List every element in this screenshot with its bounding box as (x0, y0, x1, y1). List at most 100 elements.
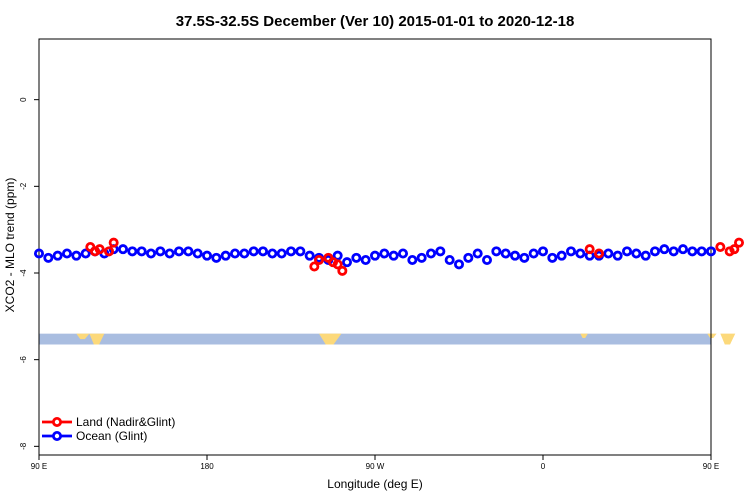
legend-marker (52, 430, 63, 441)
data-point (481, 254, 492, 265)
data-point (575, 248, 586, 259)
data-point (706, 246, 717, 257)
legend-label: Ocean (Glint) (76, 429, 147, 443)
x-tick-label: 90 E (703, 462, 719, 471)
data-point (155, 246, 166, 257)
data-point (425, 248, 436, 259)
series-ocean (34, 244, 717, 270)
data-point (650, 246, 661, 257)
data-point (631, 248, 642, 259)
land-patch (580, 333, 588, 338)
data-point (257, 246, 268, 257)
data-point (211, 252, 222, 263)
y-axis: 0 -2 -4 -6 -8 (19, 97, 39, 450)
data-point (62, 248, 73, 259)
data-point (229, 248, 240, 259)
series-land (85, 237, 745, 276)
ocean-band (39, 333, 711, 345)
data-point (118, 244, 129, 255)
land-patch (707, 333, 717, 338)
map-strip (39, 333, 736, 345)
land-patch (76, 333, 90, 340)
data-point (379, 248, 390, 259)
legend: Land (Nadir&Glint)Ocean (Glint) (42, 415, 175, 443)
y-axis-label: XCO2 - MLO trend (ppm) (3, 178, 17, 313)
data-point (173, 246, 184, 257)
data-point (145, 248, 156, 259)
data-point (369, 250, 380, 261)
x-tick-label: 90 E (31, 462, 47, 471)
land-patch (319, 333, 342, 345)
data-point (715, 241, 726, 252)
data-point (519, 252, 530, 263)
data-point (640, 250, 651, 261)
data-point (547, 252, 558, 263)
data-point (528, 248, 539, 259)
data-point (164, 248, 175, 259)
data-point (351, 252, 362, 263)
data-point (729, 244, 740, 255)
data-point (337, 265, 348, 276)
data-point (388, 250, 399, 261)
data-point (267, 248, 278, 259)
data-point (94, 244, 105, 255)
legend-label: Land (Nadir&Glint) (76, 415, 175, 429)
x-tick-label: 180 (200, 462, 214, 471)
data-point (332, 259, 343, 270)
data-point (453, 259, 464, 270)
data-point (34, 248, 45, 259)
data-point (276, 248, 287, 259)
data-point (612, 250, 623, 261)
x-axis-label: Longitude (deg E) (327, 477, 422, 491)
data-point (734, 237, 745, 248)
data-point (491, 246, 502, 257)
data-point (659, 244, 670, 255)
y-tick-label: 0 (19, 97, 28, 102)
data-point (183, 246, 194, 257)
data-point (52, 250, 63, 261)
data-point (509, 250, 520, 261)
y-tick-label: -8 (19, 442, 28, 450)
y-tick-label: -4 (19, 269, 28, 277)
data-point (500, 248, 511, 259)
data-point (104, 246, 115, 257)
data-point (397, 248, 408, 259)
x-axis: 90 E 180 90 W 0 90 E (31, 455, 719, 471)
data-point (136, 246, 147, 257)
data-point (407, 254, 418, 265)
data-point (584, 244, 595, 255)
data-point (538, 246, 549, 257)
data-point (309, 261, 320, 272)
data-point (360, 254, 371, 265)
chart-title: 37.5S-32.5S December (Ver 10) 2015-01-01… (176, 13, 575, 30)
data-point (127, 246, 138, 257)
data-point (687, 246, 698, 257)
data-point (603, 248, 614, 259)
data-point (696, 246, 707, 257)
data-point (304, 250, 315, 261)
data-point (444, 254, 455, 265)
data-point (201, 250, 212, 261)
legend-marker (52, 416, 63, 427)
data-point (556, 250, 567, 261)
data-point (678, 244, 689, 255)
y-tick-label: -6 (19, 356, 28, 364)
data-point (463, 252, 474, 263)
data-point (313, 254, 324, 265)
y-tick-label: -2 (19, 182, 28, 190)
data-point (416, 252, 427, 263)
data-point (435, 246, 446, 257)
data-point (341, 257, 352, 268)
data-point (594, 248, 605, 259)
data-point (108, 237, 119, 248)
data-point (285, 246, 296, 257)
land-patch (89, 333, 105, 345)
data-point (248, 246, 259, 257)
data-point (566, 246, 577, 257)
x-tick-label: 90 W (366, 462, 385, 471)
data-point (668, 246, 679, 257)
data-point (71, 250, 82, 261)
data-point (239, 248, 250, 259)
x-tick-label: 0 (541, 462, 546, 471)
